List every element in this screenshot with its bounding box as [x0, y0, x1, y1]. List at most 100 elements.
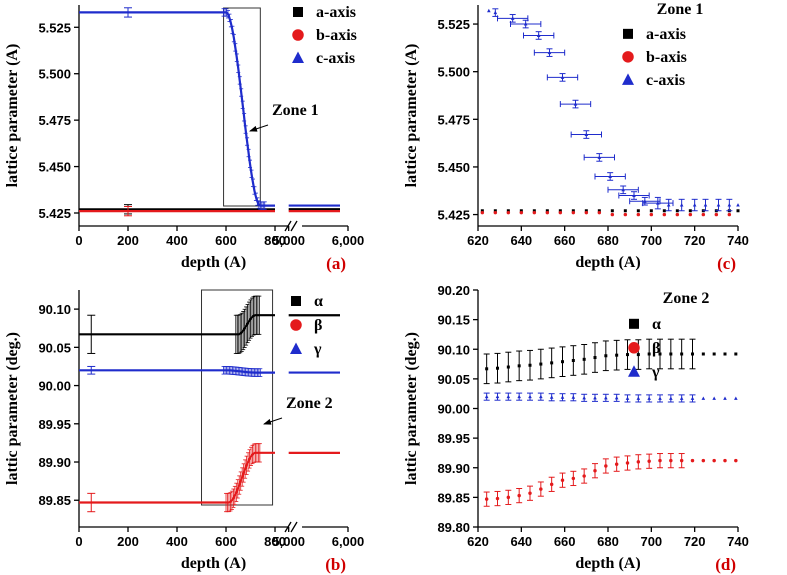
legend-marker: [628, 365, 640, 377]
data-point: [658, 458, 662, 463]
data-point: [625, 461, 630, 465]
y-tick-label: 90.00: [437, 402, 470, 417]
legend-label: γ: [651, 364, 660, 381]
legend-label: β: [652, 340, 660, 357]
y-tick-label: 89.85: [38, 493, 71, 508]
data-point: [495, 394, 500, 399]
series-line: [79, 11, 275, 207]
y-tick-label: 5.475: [437, 112, 470, 127]
y-tick-label: 5.525: [437, 17, 470, 32]
x-tick-label: 0: [75, 233, 82, 248]
legend-label: a-axis: [316, 4, 356, 21]
legend-marker: [290, 319, 302, 331]
legend-marker: [628, 342, 640, 354]
data-point: [712, 458, 716, 463]
data-point: [610, 209, 614, 213]
legend-label: β: [314, 317, 322, 334]
y-tick-label: 5.450: [38, 160, 71, 175]
data-point: [608, 174, 612, 178]
y-tick-label: 90.15: [437, 313, 470, 328]
y-tick-label: 90.00: [38, 379, 71, 394]
legend-marker: [293, 7, 303, 17]
data-marks: Zone 1: [79, 7, 340, 217]
data-point: [519, 210, 524, 215]
data-point: [716, 203, 721, 207]
data-point: [647, 459, 651, 463]
data-point: [691, 352, 694, 356]
data-point: [547, 50, 552, 55]
x-tick-label: 660: [554, 534, 576, 549]
x-tick-label: 720: [684, 534, 706, 549]
data-point: [701, 396, 706, 400]
legend-label: b-axis: [316, 27, 357, 44]
y-axis-label: lattic parameter (deg.): [4, 332, 21, 485]
data-point: [692, 203, 697, 207]
data-point: [688, 212, 693, 217]
y-tick-label: 5.500: [38, 67, 71, 82]
data-point: [649, 209, 653, 213]
data-point: [480, 209, 484, 213]
data-point: [506, 394, 511, 399]
axis-break-mark: [290, 521, 298, 533]
data-point: [571, 476, 576, 481]
y-tick-label: 90.10: [437, 342, 470, 357]
y-tick-label: 5.525: [38, 20, 71, 35]
data-point: [495, 496, 500, 501]
data-point: [636, 209, 640, 213]
data-point: [636, 460, 641, 464]
y-tick-label: 89.90: [38, 455, 71, 470]
data-point: [558, 209, 562, 213]
data-point: [688, 209, 692, 213]
data-point: [517, 394, 521, 399]
data-point: [571, 210, 576, 215]
data-point: [560, 478, 565, 482]
data-point: [561, 360, 564, 364]
x-axis-label: depth (A): [575, 555, 640, 572]
data-point: [539, 362, 543, 366]
x-tick-label: 720: [684, 233, 706, 248]
data-point: [625, 396, 630, 400]
zone-arrow: [263, 417, 283, 425]
legend: αβγ: [290, 293, 323, 358]
data-point: [701, 212, 706, 217]
data-point: [506, 365, 510, 369]
data-point: [597, 210, 602, 215]
legend: a-axis b-axis c-axis: [292, 4, 357, 67]
y-tick-label: 89.80: [437, 520, 470, 535]
y-tick-label: 89.85: [437, 490, 470, 505]
data-point: [679, 458, 684, 463]
x-tick-label: 700: [640, 233, 662, 248]
data-point: [610, 212, 615, 217]
x-tick-label: 200: [117, 534, 139, 549]
data-point: [621, 187, 625, 192]
data-point: [626, 353, 629, 357]
data-point: [593, 468, 597, 473]
data-point: [510, 16, 515, 20]
data-point: [550, 361, 554, 365]
data-point: [517, 493, 521, 498]
data-point: [584, 209, 588, 213]
data-point: [662, 212, 667, 217]
data-point: [734, 458, 738, 463]
x-axis-label: depth (A): [575, 254, 640, 271]
legend-title: Zone 1: [657, 1, 704, 18]
data-point: [623, 209, 627, 213]
data-point: [734, 396, 738, 400]
x-axis-label: depth (A): [181, 555, 246, 572]
legend-label: c-axis: [646, 72, 685, 89]
legend-title: Zone 2: [663, 290, 710, 307]
data-point: [662, 209, 666, 213]
data-point: [571, 359, 575, 363]
x-tick-label: 0: [75, 534, 82, 549]
y-tick-label: 89.95: [38, 417, 71, 432]
zone-arrow: [249, 124, 269, 132]
data-point: [582, 357, 586, 361]
data-point: [736, 203, 740, 207]
data-point: [680, 352, 684, 356]
legend-marker: [291, 296, 301, 306]
panel-label: (d): [715, 555, 736, 574]
y-tick-label: 89.95: [437, 431, 470, 446]
data-point: [584, 210, 589, 215]
